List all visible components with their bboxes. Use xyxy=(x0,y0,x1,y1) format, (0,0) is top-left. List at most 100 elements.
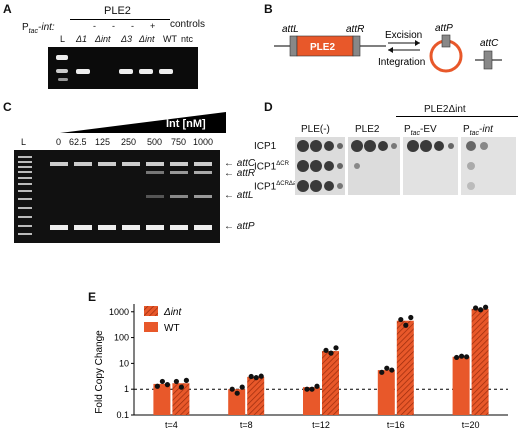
bar-dint xyxy=(396,320,414,415)
x-tick-label: t=20 xyxy=(462,420,480,430)
data-point xyxy=(384,365,390,371)
lane-ladder-a: L xyxy=(60,34,66,44)
conc-0: 0 xyxy=(56,137,62,147)
chart-legend: Δint WT xyxy=(144,306,182,334)
ladder-band xyxy=(56,55,68,60)
sign-2: - xyxy=(112,21,115,31)
band-label-attP: ← attP xyxy=(224,221,255,232)
ple2-label: PLE2 xyxy=(310,42,335,53)
col-ptac-int: Ptac-int xyxy=(463,124,493,137)
y-tick-label: 0.1 xyxy=(116,410,129,420)
bar-dint xyxy=(172,383,190,415)
attR-site xyxy=(352,35,361,57)
gel-band xyxy=(119,69,133,74)
col-ple2: PLE2 xyxy=(355,124,380,135)
excision-arrowhead xyxy=(415,40,420,46)
data-point xyxy=(464,354,470,360)
lane-dint-2: Δint xyxy=(139,34,155,44)
int-gradient-wedge xyxy=(60,112,226,133)
y-tick-label: 1000 xyxy=(109,307,129,317)
chart-points xyxy=(154,304,489,396)
attR-bands xyxy=(146,171,212,174)
band-label-attC: ← attC xyxy=(224,158,256,169)
lane-d3: Δ3 xyxy=(121,34,133,44)
data-point xyxy=(379,369,385,375)
conc-1000: 1000 xyxy=(193,137,214,147)
bar-wt xyxy=(377,370,395,415)
lane-dint: Δint xyxy=(95,34,111,44)
data-point xyxy=(398,316,404,323)
gel-c-bands xyxy=(18,156,212,235)
bar-wt xyxy=(228,389,246,415)
row-icp1: ICP1 xyxy=(254,141,277,152)
lane-ladder-c: L xyxy=(21,137,27,147)
panel-letter-c: C xyxy=(3,100,12,114)
attL-site xyxy=(289,35,298,57)
gel-c xyxy=(14,150,220,243)
integration-arrowhead xyxy=(388,47,393,53)
col-ptac-ev: Ptac-EV xyxy=(404,124,437,137)
data-point xyxy=(304,386,310,392)
excision-label: Excision xyxy=(385,30,422,41)
ladder-c xyxy=(18,156,32,235)
data-point xyxy=(403,322,409,328)
band-label-attL: ← attL xyxy=(224,190,254,201)
data-point xyxy=(473,305,479,311)
data-point xyxy=(314,383,320,389)
sign-1: - xyxy=(93,21,96,31)
data-point xyxy=(333,345,339,351)
integration-label: Integration xyxy=(378,57,425,68)
x-tick-label: t=8 xyxy=(240,420,253,430)
header-controls: controls xyxy=(170,19,206,30)
data-point xyxy=(164,382,170,388)
chart-axes xyxy=(133,304,508,416)
gel-a xyxy=(48,47,198,89)
y-tick-label: 100 xyxy=(114,333,129,343)
data-point xyxy=(408,314,414,321)
attC-bands xyxy=(50,162,212,166)
legend-label-dint: Δint xyxy=(163,307,182,318)
data-point xyxy=(229,386,235,392)
data-point xyxy=(154,383,160,389)
panel-letter-e: E xyxy=(88,290,97,304)
lane-ntc: ntc xyxy=(181,34,194,44)
attP-bands xyxy=(50,225,212,230)
gel-band xyxy=(139,69,153,74)
conc-750: 750 xyxy=(171,137,187,147)
bar-dint xyxy=(247,376,265,415)
row-icp1-dcr: ICP1ΔCR xyxy=(254,161,289,173)
ple2-header-line xyxy=(70,19,170,20)
lane-wt: WT xyxy=(163,34,177,44)
plaque-spots xyxy=(297,140,488,192)
attP-label: attP xyxy=(435,23,453,34)
header-ple2: PLE2 xyxy=(104,5,131,17)
data-point xyxy=(389,367,395,373)
ladder-band xyxy=(58,78,68,81)
y-tick-label: 1 xyxy=(124,384,129,394)
row-icp1-dcr-dadi: ICP1ΔCRΔadi xyxy=(254,181,301,193)
x-tick-label: t=16 xyxy=(387,420,405,430)
x-tick-label: t=12 xyxy=(312,420,330,430)
chart-bars xyxy=(153,308,489,415)
plaque-assay-grid xyxy=(295,137,516,195)
attP-site xyxy=(441,34,451,48)
panel-letter-d: D xyxy=(264,100,273,114)
data-point xyxy=(239,384,245,390)
panel-b-diagram: attL attR PLE2 Excision Integration attP… xyxy=(274,23,502,73)
data-point xyxy=(459,353,465,359)
bar-dint xyxy=(322,351,339,415)
data-point xyxy=(478,307,484,313)
y-axis-label: Fold Copy Change xyxy=(94,330,105,414)
gel-band xyxy=(76,69,90,74)
legend-swatch-wt xyxy=(144,322,158,332)
legend-label-wt: WT xyxy=(164,323,180,334)
data-point xyxy=(328,350,334,356)
ladder-band xyxy=(56,69,68,73)
conc-250: 250 xyxy=(121,137,137,147)
gel-band xyxy=(159,69,173,74)
bar-wt xyxy=(153,383,171,415)
bar-wt xyxy=(303,387,320,415)
y-tick-labels: 0.1 1 10 100 1000 xyxy=(109,307,134,420)
conc-62-5: 62.5 xyxy=(69,137,87,147)
sign-3: - xyxy=(131,21,134,31)
